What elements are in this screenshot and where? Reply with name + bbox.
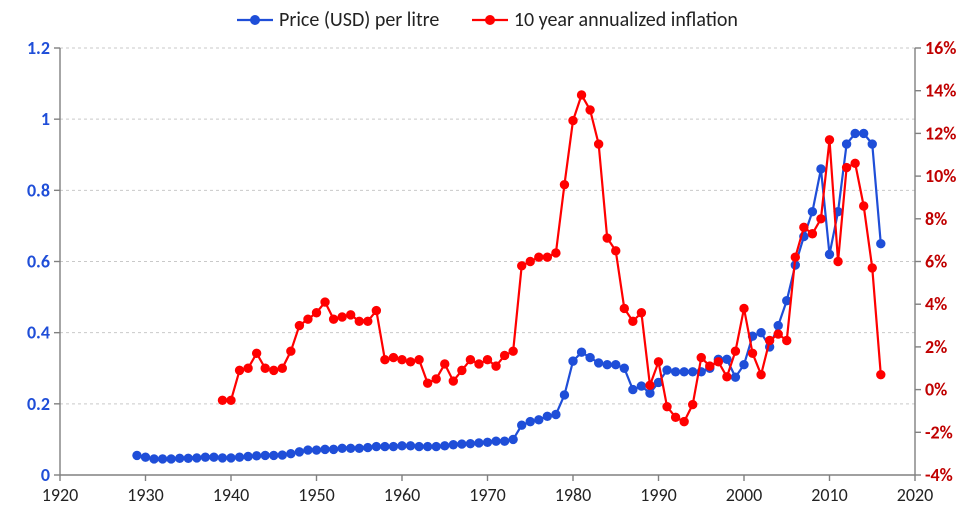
svg-text:0.4: 0.4 (27, 322, 50, 344)
svg-text:0.2: 0.2 (27, 393, 50, 415)
svg-text:6%: 6% (925, 251, 947, 273)
svg-text:4%: 4% (925, 293, 947, 315)
svg-text:8%: 8% (925, 208, 947, 230)
svg-text:1950: 1950 (298, 484, 335, 506)
svg-text:1930: 1930 (127, 484, 164, 506)
svg-text:10%: 10% (925, 165, 956, 187)
svg-text:1920: 1920 (42, 484, 79, 506)
svg-text:1.2: 1.2 (27, 37, 50, 59)
svg-text:0.6: 0.6 (27, 251, 50, 273)
svg-text:2020: 2020 (897, 484, 934, 506)
chart-container: Price (USD) per litre 10 year annualized… (0, 0, 975, 517)
svg-text:12%: 12% (925, 122, 956, 144)
chart-plot: 1920 1930 1940 1950 1960 1970 1980 1990 2000 2010… (0, 0, 975, 517)
svg-text:1960: 1960 (384, 484, 421, 506)
svg-text:-4%: -4% (925, 464, 953, 486)
svg-text:0.8: 0.8 (27, 179, 50, 201)
svg-text:14%: 14% (925, 80, 956, 102)
svg-text:1940: 1940 (213, 484, 250, 506)
svg-text:2000: 2000 (726, 484, 763, 506)
svg-text:0: 0 (41, 464, 50, 486)
svg-text:1980: 1980 (555, 484, 592, 506)
svg-text:1970: 1970 (469, 484, 506, 506)
svg-text:0%: 0% (925, 379, 947, 401)
svg-text:-2%: -2% (925, 421, 953, 443)
svg-text:2%: 2% (925, 336, 947, 358)
svg-text:16%: 16% (925, 37, 956, 59)
svg-text:1: 1 (41, 108, 50, 130)
svg-text:1990: 1990 (640, 484, 677, 506)
svg-text:2010: 2010 (811, 484, 848, 506)
